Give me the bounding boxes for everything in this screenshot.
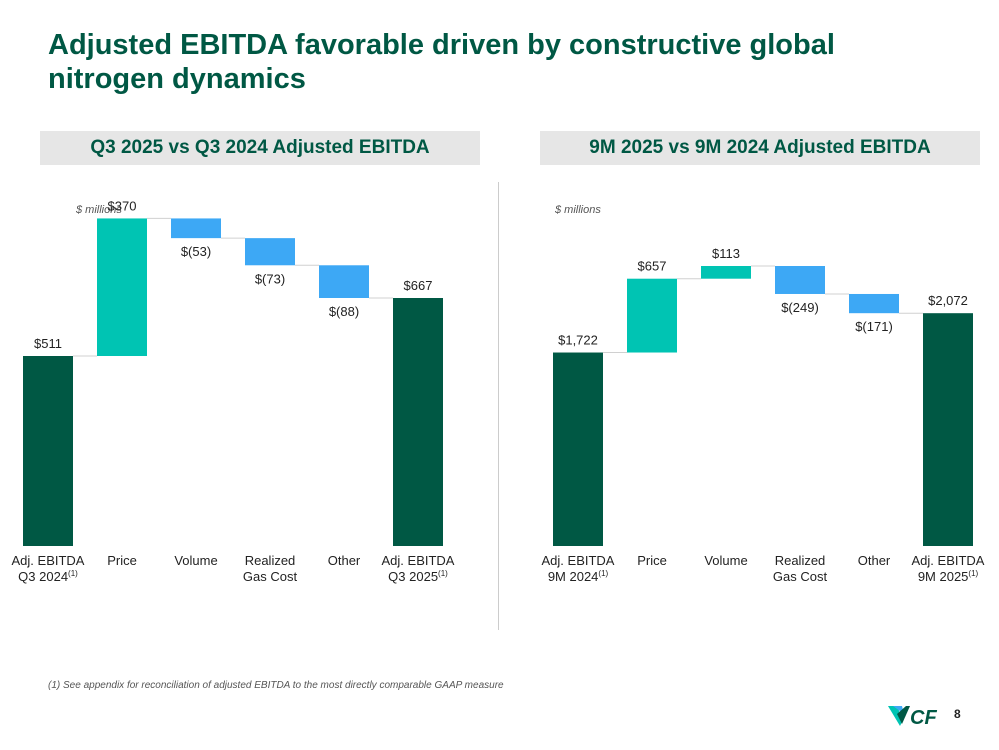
logo-text: CF	[910, 707, 937, 728]
value-label: $(73)	[255, 271, 285, 286]
chart-title-q3: Q3 2025 vs Q3 2024 Adjusted EBITDA	[40, 131, 480, 165]
category-label: Q3 2024(1)	[18, 569, 78, 584]
value-label: $657	[638, 259, 667, 274]
category-label: Adj. EBITDA	[382, 553, 455, 568]
cf-logo: CF	[888, 706, 937, 728]
category-label: Realized	[775, 553, 826, 568]
category-label-text: Q3 2025	[388, 569, 438, 584]
bar-decrease-4	[849, 293, 899, 314]
category-label: Volume	[704, 553, 747, 568]
panel-divider	[498, 182, 499, 630]
bar-total-0	[23, 356, 73, 546]
footnote-marker: (1)	[598, 569, 608, 578]
category-label: Price	[107, 553, 137, 568]
category-label: Adj. EBITDA	[12, 553, 85, 568]
value-label: $(53)	[181, 244, 211, 259]
category-label: Adj. EBITDA	[542, 553, 615, 568]
category-label: Other	[858, 553, 891, 568]
bar-decrease-2	[171, 218, 221, 239]
category-label: 9M 2025(1)	[918, 569, 979, 584]
bar-increase-1	[97, 218, 147, 357]
footnote: (1) See appendix for reconciliation of a…	[48, 680, 504, 691]
value-label: $(88)	[329, 304, 359, 319]
value-label: $2,072	[928, 293, 968, 308]
category-label: Realized	[245, 553, 296, 568]
bar-increase-2	[701, 266, 751, 279]
category-label: Gas Cost	[243, 569, 298, 584]
chart-title-9m: 9M 2025 vs 9M 2024 Adjusted EBITDA	[540, 131, 980, 165]
bar-decrease-4	[319, 265, 369, 298]
category-label: Other	[328, 553, 361, 568]
units-label-9m: $ millions	[555, 204, 601, 216]
value-label: $511	[34, 336, 62, 351]
category-label-text: 9M 2025	[918, 569, 969, 584]
category-label-text: 9M 2024	[548, 569, 599, 584]
value-label: $(249)	[781, 300, 819, 315]
footnote-marker: (1)	[68, 569, 78, 578]
value-label: $113	[712, 246, 740, 261]
category-label: 9M 2024(1)	[548, 569, 609, 584]
footnote-marker: (1)	[438, 569, 448, 578]
slide-title: Adjusted EBITDA favorable driven by cons…	[48, 29, 835, 95]
bar-total-0	[553, 352, 603, 546]
value-label: $370	[108, 198, 137, 213]
category-label: Q3 2025(1)	[388, 569, 448, 584]
units-label-q3: $ millions	[76, 204, 122, 216]
value-label: $667	[404, 278, 433, 293]
value-label: $(171)	[855, 319, 893, 334]
category-label: Adj. EBITDA	[912, 553, 985, 568]
category-label-text: Q3 2024	[18, 569, 68, 584]
category-label: Volume	[174, 553, 217, 568]
category-label: Gas Cost	[773, 569, 828, 584]
bar-total-5	[923, 313, 973, 546]
bar-total-5	[393, 298, 443, 546]
bar-increase-1	[627, 278, 677, 353]
category-label: Price	[637, 553, 667, 568]
value-label: $1,722	[558, 333, 598, 348]
bar-decrease-3	[245, 238, 295, 266]
bar-decrease-3	[775, 266, 825, 294]
footnote-marker: (1)	[968, 569, 978, 578]
page-number: 8	[954, 707, 961, 721]
